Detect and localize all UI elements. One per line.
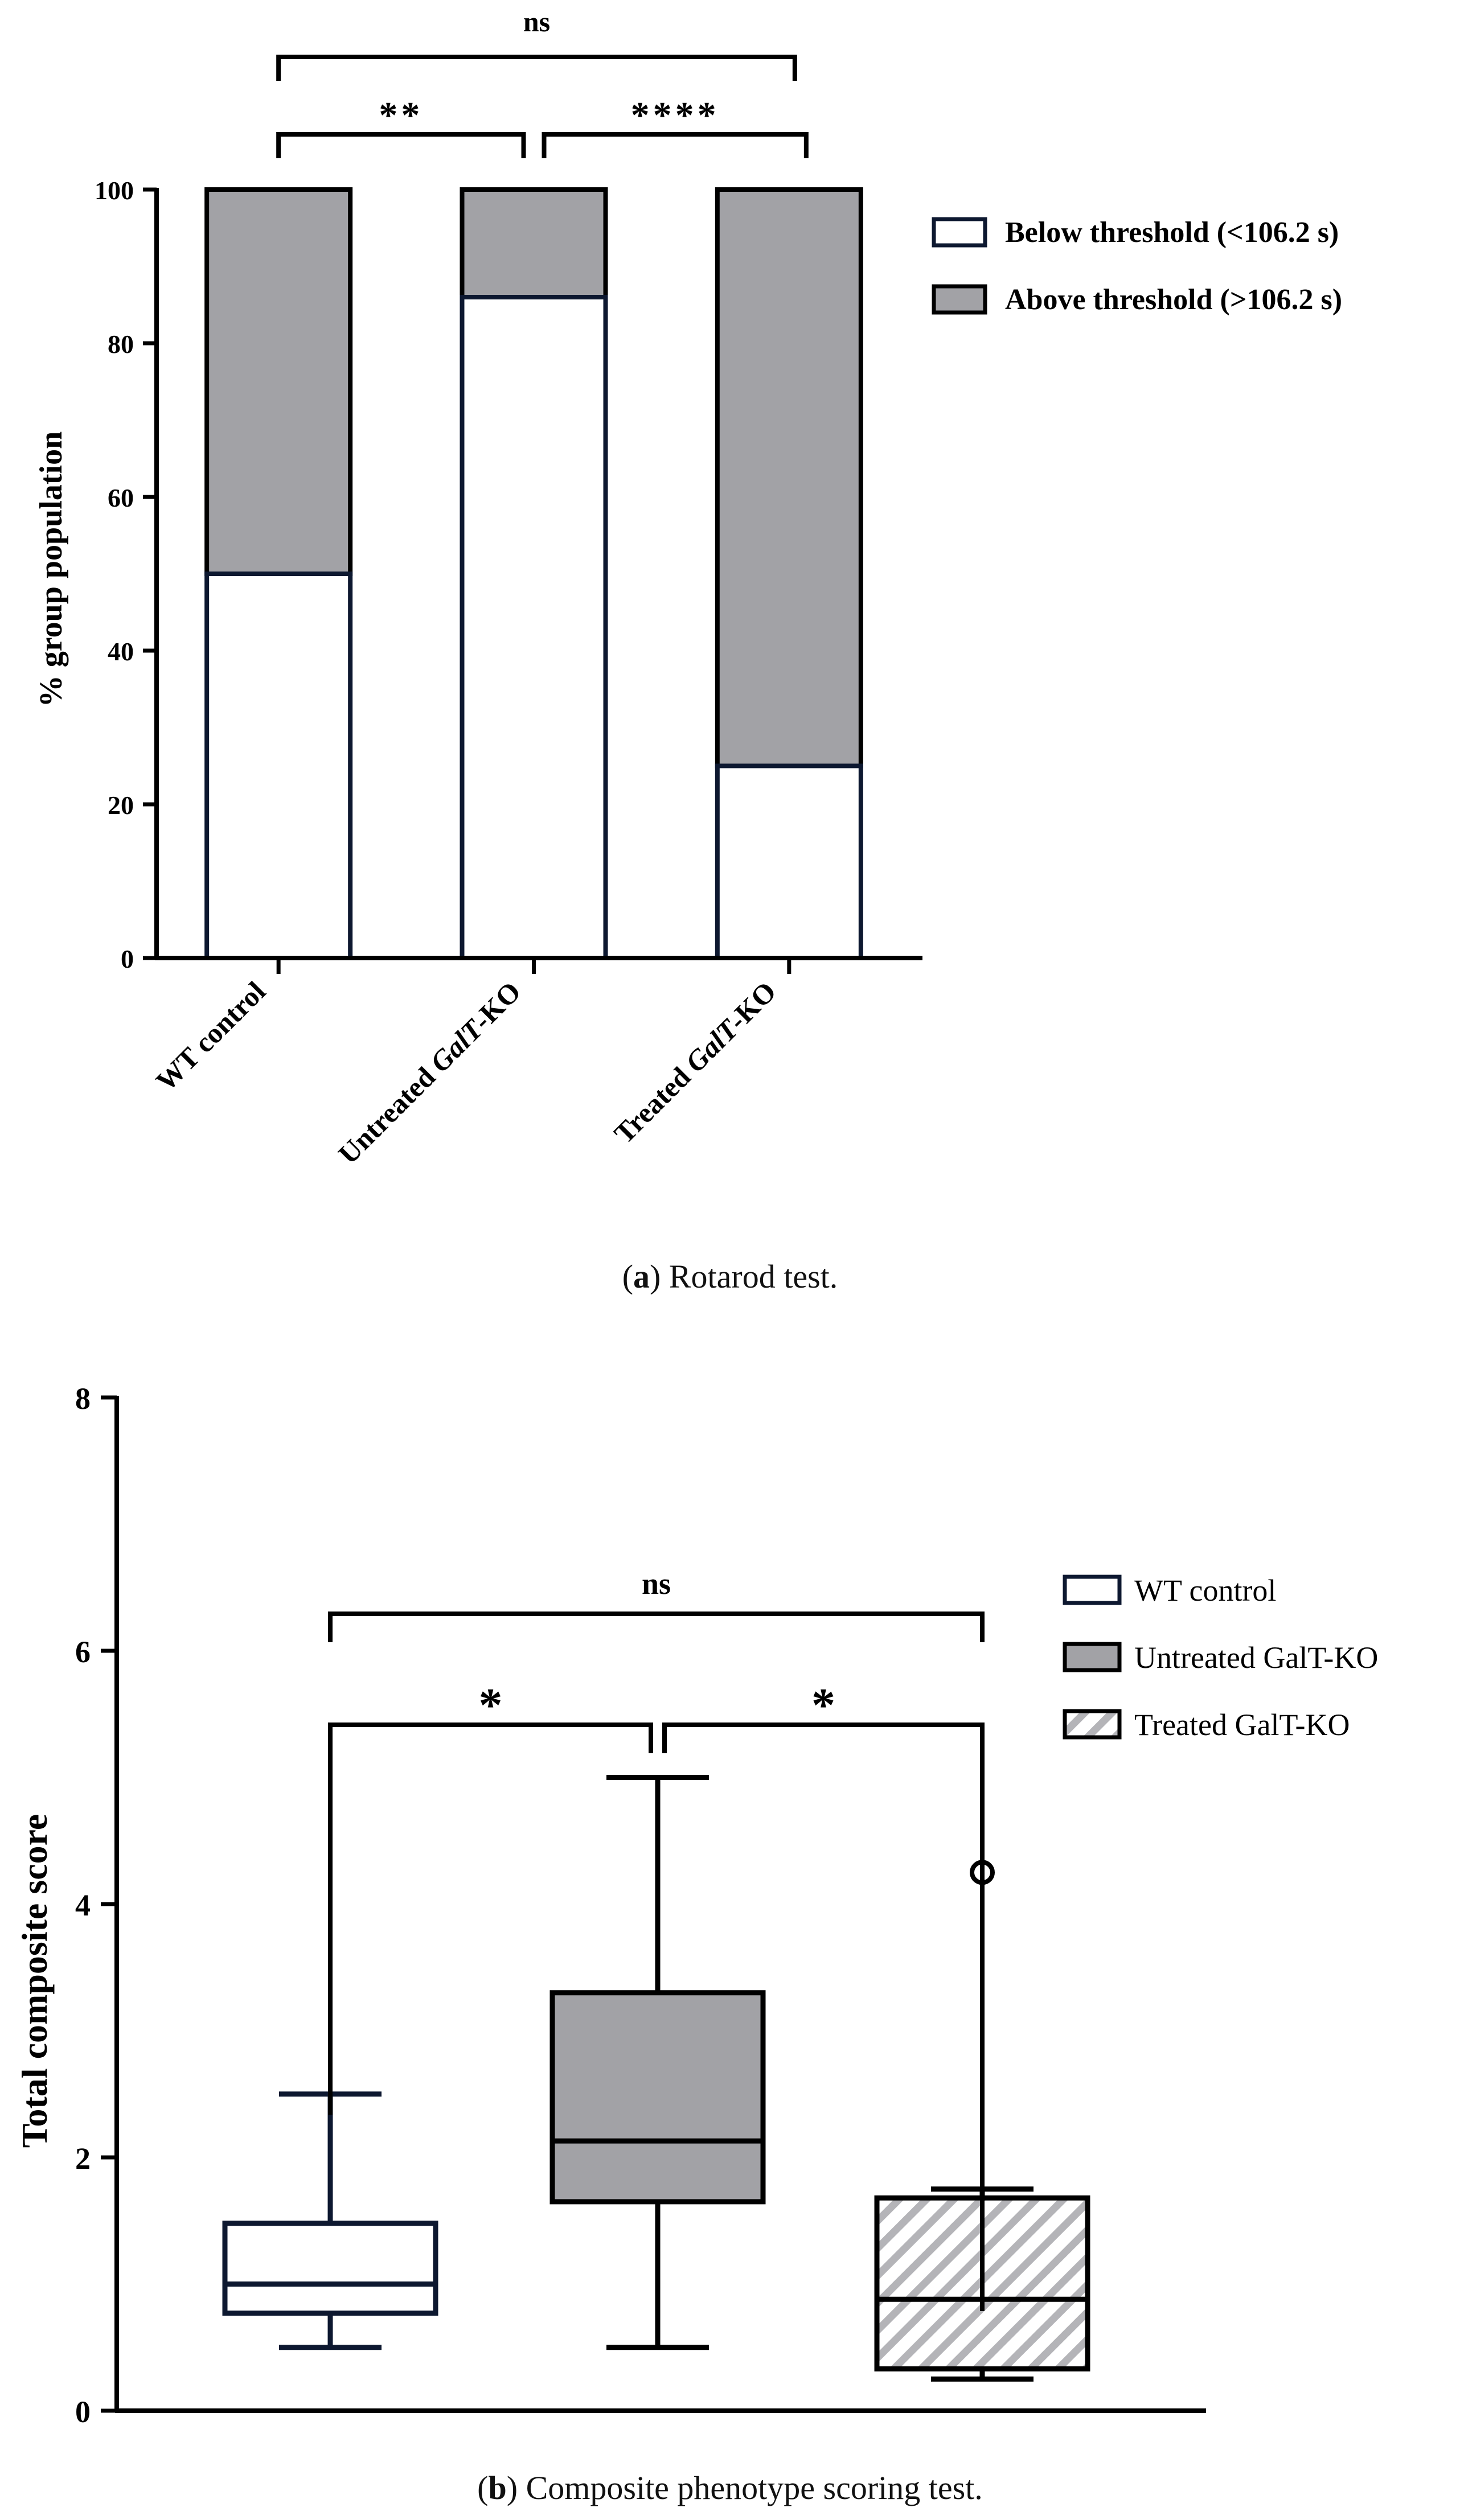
x-tick-label: Untreated GalT-KO [332,975,527,1170]
bracket-line [542,132,809,158]
significance-bracket: * [662,1679,985,2311]
significance-bracket: ** [276,94,526,158]
y-tick-label: 0 [75,2395,91,2429]
legend-swatch [932,217,987,248]
y-tick: 4 [75,1888,117,1922]
significance-bracket: ns [328,1567,985,1642]
significance-label: ns [642,1567,671,1601]
bar-above-threshold [460,187,608,299]
bracket-line [328,1723,653,2115]
x-tick-label: Treated GalT-KO [608,975,782,1149]
bracket-line [276,55,797,81]
significance-label: ** [379,94,423,136]
y-tick: 20 [108,791,157,820]
bar-above-threshold [204,187,353,576]
bracket-line [276,132,526,158]
bar-above-threshold [715,187,863,768]
y-tick: 0 [75,2395,117,2429]
y-tick-label: 80 [108,330,134,359]
significance-bracket: ns [276,6,797,81]
legend-item: Above threshold (>106.2 s) [932,283,1342,316]
significance-label: **** [631,94,720,136]
y-tick: 8 [75,1382,117,1416]
significance-bracket: * [328,1679,653,2115]
y-tick-label: 2 [75,2141,91,2176]
legend-label: Treated GalT-KO [1134,1708,1350,1742]
bracket-line [662,1723,985,2311]
y-tick: 100 [95,176,157,205]
legend-swatch [932,284,987,315]
box-plot-group [222,2091,438,2350]
y-tick-label: 20 [108,791,134,820]
box-plot-group [549,1775,766,2350]
x-tick-label: WT control [150,975,272,1097]
significance-label: * [811,1679,835,1732]
panel-a-rotarod-chart: 0 20 40 60 80 100 WT control Untreated GalT-KO… [34,6,1342,1170]
bar-group [715,187,863,974]
caption-b: (b) Composite phenotype scoring test. [477,2469,983,2506]
bracket-line [328,1612,985,1642]
legend-label: Untreated GalT-KO [1134,1641,1378,1675]
y-tick-label: 6 [75,1635,91,1669]
y-tick: 0 [121,944,157,973]
x-tick-label-part: Treated [608,1056,702,1150]
legend-swatch [1063,1575,1122,1605]
legend-swatch [1063,1709,1122,1740]
bar-below-threshold [715,763,863,960]
x-tick-label-part: WT control [150,975,272,1097]
y-tick: 6 [75,1635,117,1669]
y-tick: 80 [108,330,157,359]
legend-item: WT control [1063,1573,1276,1608]
legend-label: WT control [1134,1573,1276,1608]
bar-below-threshold [204,572,353,960]
y-axis-title: Total composite score [14,1814,55,2148]
y-tick-label: 8 [75,1382,91,1416]
y-tick: 2 [75,2141,117,2176]
significance-label: ns [523,6,550,38]
legend-item: Below threshold (<106.2 s) [932,216,1339,249]
bar-below-threshold [460,295,608,960]
y-tick-label: 40 [108,637,134,666]
panel-b-composite-chart: 0 2 4 6 8 * * ns WT control Untreated GalT-KO Tr… [14,1382,1378,2429]
y-tick: 40 [108,637,157,666]
significance-label: * [479,1679,503,1732]
legend-label: Above threshold (>106.2 s) [1005,283,1342,316]
x-tick-label-part: Untreated [332,1056,446,1170]
legend-label: Below threshold (<106.2 s) [1005,216,1339,249]
y-tick-label: 60 [108,483,134,512]
y-tick: 60 [108,483,157,512]
bar-group [460,187,608,974]
y-axis-title: % group population [34,431,69,707]
significance-bracket: **** [542,94,809,158]
box-iqr [222,2221,438,2316]
box-iqr [549,1990,766,2205]
y-tick-label: 100 [95,176,134,205]
legend-item: Untreated GalT-KO [1063,1641,1378,1675]
y-tick-label: 4 [75,1888,91,1922]
y-tick-label: 0 [121,944,134,973]
bar-group [204,187,353,974]
legend-swatch [1063,1642,1122,1672]
legend-item: Treated GalT-KO [1063,1708,1350,1742]
caption-a: (a) Rotarod test. [622,1258,838,1295]
